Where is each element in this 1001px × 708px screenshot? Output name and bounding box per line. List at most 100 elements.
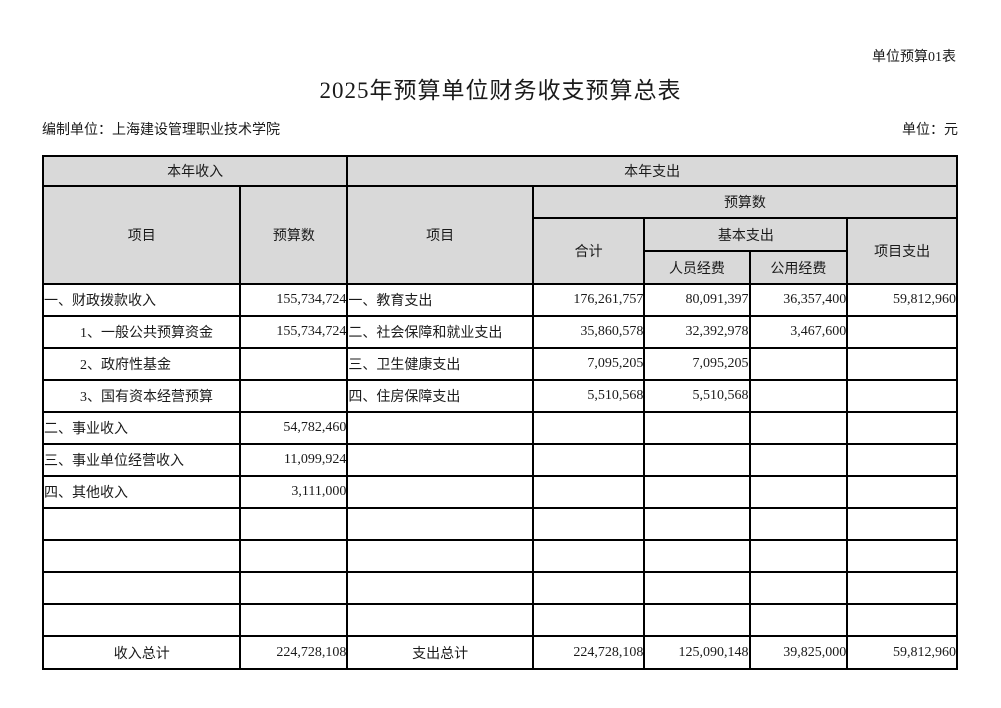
table-cell	[41, 571, 242, 605]
table-cell: 三、事业单位经营收入	[41, 443, 242, 477]
table-cell	[643, 411, 751, 445]
table-row: 一、财政拨款收入 155,734,724 一、教育支出 176,261,757 80,0…	[41, 283, 958, 317]
table-cell: 59,812,960	[846, 283, 958, 317]
table-cell	[748, 347, 849, 381]
table-cell	[846, 475, 958, 509]
totals-cell: 收入总计	[41, 635, 242, 670]
table-cell	[531, 539, 646, 573]
table-cell	[239, 539, 349, 573]
form-number-label: 单位预算01表	[872, 50, 956, 65]
table-cell	[239, 379, 349, 413]
table-cell: 3,467,600	[748, 315, 849, 349]
table-cell: 155,734,724	[239, 283, 349, 317]
header-row-basic: 合计 基本支出 项目支出	[43, 217, 958, 285]
table-cell: 176,261,757	[531, 283, 646, 317]
table-cell	[239, 347, 349, 381]
table-cell: 5,510,568	[531, 379, 646, 413]
table-cell	[41, 507, 242, 541]
table-cell	[346, 443, 534, 477]
header-expense-item: 项目	[346, 185, 534, 285]
totals-cell: 39,825,000	[748, 635, 849, 670]
header-income-budget: 预算数	[239, 185, 349, 285]
table-cell: 11,099,924	[239, 443, 349, 477]
table-cell	[748, 603, 849, 637]
table-cell: 1、一般公共预算资金	[41, 315, 242, 349]
table-cell: 7,095,205	[531, 347, 646, 381]
table-cell	[643, 539, 751, 573]
table-cell	[846, 443, 958, 477]
totals-cell: 125,090,148	[643, 635, 751, 670]
totals-cell: 支出总计	[346, 635, 534, 670]
table-cell: 3,111,000	[239, 475, 349, 509]
unit-label: 单位：元	[902, 123, 958, 138]
totals-cell: 224,728,108	[531, 635, 646, 670]
table-row: 1、一般公共预算资金 155,734,724 二、社会保障和就业支出 35,860,5…	[41, 315, 958, 349]
table-cell: 35,860,578	[531, 315, 646, 349]
header-basic-expense: 基本支出	[643, 217, 849, 252]
header-row-groups: 本年收入 本年支出	[41, 155, 958, 187]
table-cell	[41, 539, 242, 573]
table-cell	[748, 475, 849, 509]
table-cell	[531, 411, 646, 445]
table-header: 本年收入 本年支出 项目 预算数 项目 预算数 合计 基本支出 项目支出 人员经…	[41, 155, 959, 285]
table-cell	[846, 347, 958, 381]
table-row: 三、事业单位经营收入 11,099,924	[41, 443, 958, 477]
header-expense-group: 本年支出	[346, 155, 958, 187]
table-cell: 3、国有资本经营预算	[41, 379, 242, 413]
table-cell	[846, 507, 958, 541]
table-cell	[846, 571, 958, 605]
table-cell	[346, 603, 534, 637]
table-cell	[846, 379, 958, 413]
header-project-expense: 项目支出	[846, 217, 958, 285]
table-cell: 一、财政拨款收入	[41, 283, 242, 317]
header-expense-budget: 预算数	[531, 185, 959, 219]
header-public: 公用经费	[748, 250, 849, 285]
table-cell	[41, 603, 242, 637]
table-cell	[531, 603, 646, 637]
table-cell	[239, 507, 349, 541]
header-income-item: 项目	[41, 185, 242, 285]
table-cell	[846, 315, 958, 349]
header-row-detail: 人员经费 公用经费	[43, 250, 957, 285]
header-personnel: 人员经费	[643, 250, 751, 285]
table-cell	[643, 443, 751, 477]
table-cell	[531, 475, 646, 509]
table-cell	[531, 507, 646, 541]
table-cell	[748, 411, 849, 445]
table-cell: 二、事业收入	[41, 411, 242, 445]
table-cell	[531, 443, 646, 477]
table-row: 3、国有资本经营预算 四、住房保障支出 5,510,568 5,510,568	[41, 379, 958, 413]
table-row	[41, 603, 958, 637]
table-cell	[531, 571, 646, 605]
header-total-col: 合计	[531, 217, 646, 285]
table-row: 二、事业收入 54,782,460	[41, 411, 958, 445]
table-cell: 155,734,724	[239, 315, 349, 349]
table-cell	[346, 475, 534, 509]
table-cell	[346, 507, 534, 541]
header-row-budget: 项目 预算数 项目 预算数	[41, 185, 959, 285]
table-cell: 2、政府性基金	[41, 347, 242, 381]
table-cell: 32,392,978	[643, 315, 751, 349]
table-cell	[643, 507, 751, 541]
table-cell	[346, 411, 534, 445]
table-body: 一、财政拨款收入 155,734,724 一、教育支出 176,261,757 80,0…	[41, 283, 958, 670]
page-title: 2025年预算单位财务收支预算总表	[319, 78, 682, 103]
meta-row: 编制单位：上海建设管理职业技术学院 单位：元	[42, 119, 958, 139]
header-income-group: 本年收入	[41, 155, 349, 187]
totals-row: 收入总计 224,728,108 支出总计 224,728,108 125,090,14…	[41, 635, 958, 670]
table-cell	[748, 379, 849, 413]
table-cell	[846, 411, 958, 445]
table-cell	[846, 603, 958, 637]
table-cell	[748, 443, 849, 477]
totals-cell: 59,812,960	[846, 635, 958, 670]
table-cell: 三、卫生健康支出	[346, 347, 534, 381]
table-cell	[643, 475, 751, 509]
table-cell: 5,510,568	[643, 379, 751, 413]
table-cell	[239, 603, 349, 637]
table-cell	[846, 539, 958, 573]
table-cell: 7,095,205	[643, 347, 751, 381]
table-cell	[346, 571, 534, 605]
table-cell	[748, 571, 849, 605]
table-row	[41, 571, 958, 605]
